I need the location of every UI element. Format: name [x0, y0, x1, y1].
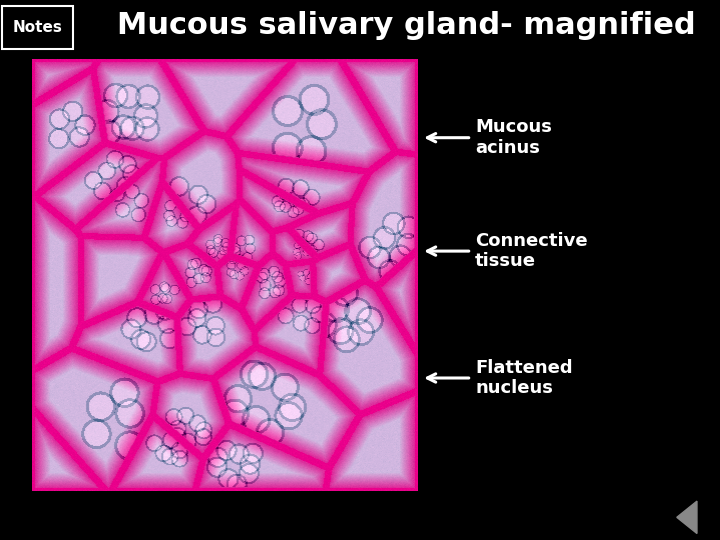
Text: Mucous salivary gland- magnified: Mucous salivary gland- magnified: [117, 11, 696, 40]
FancyBboxPatch shape: [2, 6, 73, 49]
Text: Connective
tissue: Connective tissue: [475, 232, 588, 271]
Polygon shape: [677, 501, 697, 534]
Text: Mucous
acinus: Mucous acinus: [475, 118, 552, 157]
Text: Flattened
nucleus: Flattened nucleus: [475, 359, 573, 397]
Text: Notes: Notes: [12, 19, 63, 35]
